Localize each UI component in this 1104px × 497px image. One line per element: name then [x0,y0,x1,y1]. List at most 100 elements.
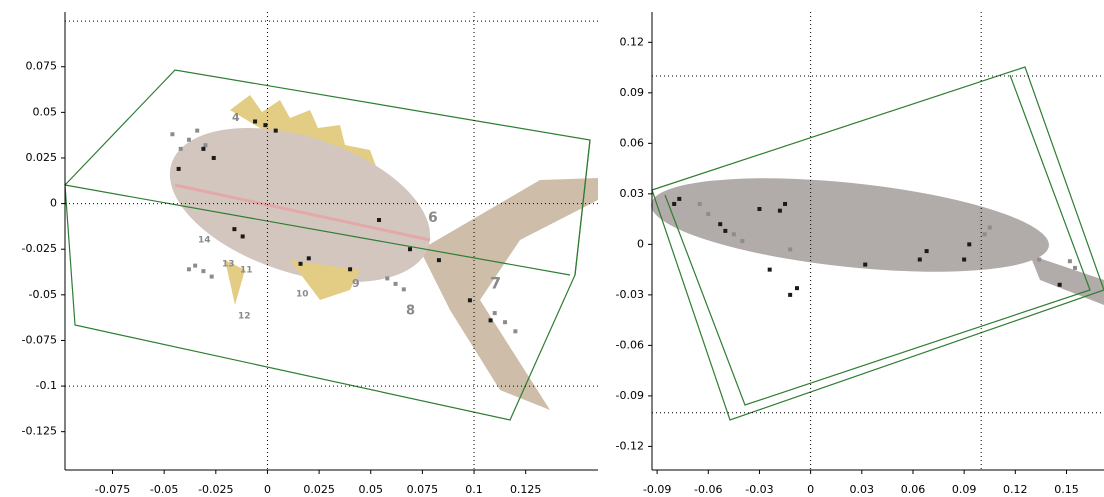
point [186,137,191,142]
y-tick-label: -0.09 [616,389,644,402]
point [467,298,472,303]
y-tick-label: -0.12 [616,439,644,452]
point [962,257,967,262]
point [348,267,353,272]
point [706,212,711,217]
annotation: 8 [406,304,415,319]
point [178,146,183,151]
y-tick-label: -0.125 [22,425,57,438]
y-tick-label: -0.1 [36,379,57,392]
point [924,249,929,254]
point [176,166,181,171]
point [492,311,497,316]
annotation: 13 [222,260,235,270]
point [982,232,987,237]
annotation: 11 [240,266,253,276]
x-tick-label: -0.075 [95,483,130,496]
x-tick-label: 0.12 [1003,483,1028,496]
annotation: 4 [232,111,240,124]
annotation: 6 [428,210,438,226]
point [195,128,200,133]
point [794,286,799,291]
point [253,119,258,124]
y-tick-label: -0.03 [616,288,644,301]
point [697,201,702,206]
point [201,269,206,274]
point [987,225,992,230]
x-tick-label: 0.03 [850,483,875,496]
point [201,146,206,151]
point [193,263,198,268]
point [740,239,745,243]
fish-image-right [651,178,1104,305]
point [203,143,208,148]
point [788,292,793,297]
point [170,132,175,137]
point [777,208,782,213]
y-tick-label: 0.075 [26,60,58,73]
point [767,267,772,272]
x-tick-label: 0.06 [901,483,926,496]
point [718,222,723,227]
annotation: 9 [352,277,360,290]
x-tick-label: -0.025 [198,483,233,496]
x-tick-label: 0.125 [510,483,542,496]
point [503,320,508,325]
point [401,287,406,292]
annotations: 4 6 7 8 9 10 11 12 13 14 [198,111,501,322]
y-tick-label: 0 [637,237,644,250]
x-tick-label: -0.03 [745,483,773,496]
point [273,128,278,133]
point [917,257,922,262]
point [436,258,441,263]
x-tick-label: 0.1 [465,483,483,496]
point [488,318,493,323]
point [863,262,868,267]
point [783,201,788,206]
y-tick-label: 0.06 [620,136,645,149]
x-tick-label: -0.09 [643,483,671,496]
point [757,207,762,212]
annotation: 12 [238,312,251,322]
bounding-box-left [64,69,591,421]
x-tick-label: 0.025 [303,483,335,496]
y-tick-label: -0.06 [616,338,644,351]
point [723,228,728,233]
x-tick-label: 0.05 [359,483,384,496]
point [298,261,303,266]
annotation: 7 [490,274,501,293]
point [306,256,311,261]
x-tick-label: 0.075 [407,483,439,496]
x-tick-label: 0.09 [952,483,977,496]
point [408,247,413,252]
point [232,227,237,232]
point [393,281,398,286]
point [377,218,382,223]
point [788,247,793,252]
annotation: 10 [296,290,309,300]
y-tick-label: 0 [50,197,57,210]
point [211,155,216,160]
y-tick-label: 0.05 [33,105,58,118]
point [677,196,682,201]
x-tick-label: -0.05 [150,483,178,496]
y-tick-label: -0.05 [29,288,57,301]
x-tick-label: -0.06 [694,483,722,496]
point [209,274,214,279]
y-tick-label: 0.09 [620,86,645,99]
point [1073,265,1078,270]
y-tick-label: 0.03 [620,187,645,200]
point [1067,259,1072,264]
annotation: 14 [198,236,211,246]
point [513,329,518,334]
y-tick-label: -0.075 [22,333,57,346]
x-tick-label: 0.15 [1054,483,1079,496]
point [1037,257,1042,262]
y-tick-label: -0.025 [22,242,57,255]
point [731,232,736,237]
point [263,123,268,128]
point [1057,282,1062,287]
y-tick-label: 0.12 [620,35,645,48]
point [967,242,972,247]
